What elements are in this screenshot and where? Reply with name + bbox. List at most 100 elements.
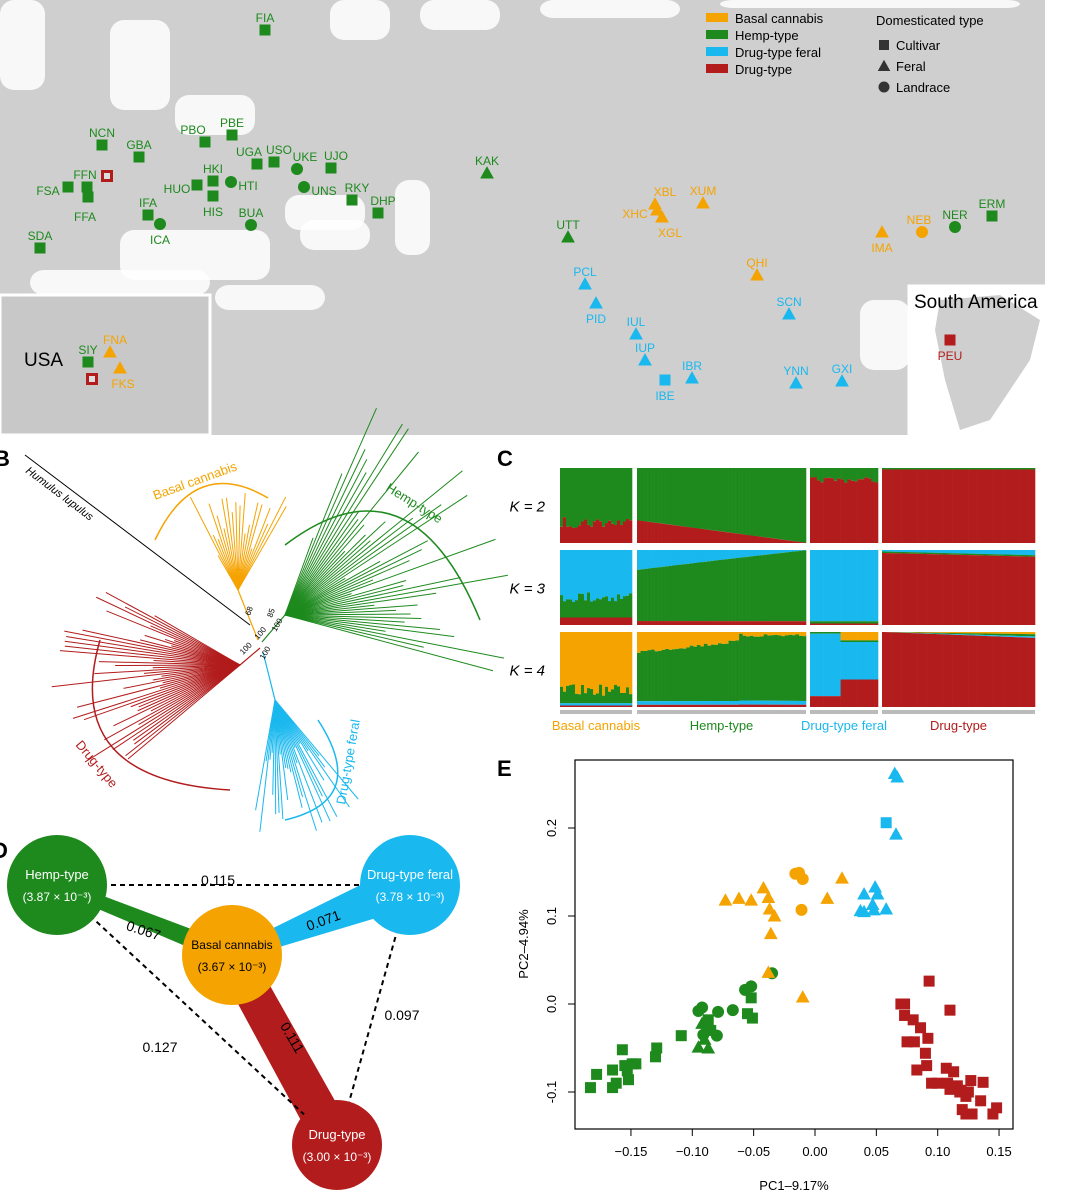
ancestry-bar-segment — [993, 555, 998, 625]
ancestry-bar-segment — [566, 685, 570, 704]
ancestry-bar-segment — [816, 623, 821, 625]
ancestry-bar-segment — [732, 468, 736, 534]
site-label-bua: BUA — [239, 206, 264, 220]
ancestry-bar-segment — [971, 550, 975, 554]
ancestry-bar-segment — [593, 703, 597, 706]
ancestry-bar-segment — [867, 478, 872, 543]
ancestry-bar-segment — [710, 560, 715, 622]
ancestry-bar-segment — [665, 701, 669, 705]
pca-scatter: −0.15 −0.10 −0.05 0.00 0.05 0.10 0.15-0.10.00.… — [516, 759, 1014, 1193]
site-marker-siy — [82, 356, 94, 368]
ancestry-bar-segment — [1012, 468, 1017, 470]
ancestry-bar-segment — [654, 522, 659, 543]
legend-circle-icon — [878, 81, 890, 93]
site-marker-peu — [944, 334, 956, 346]
ancestry-bar-segment — [679, 701, 684, 705]
ancestry-bar-segment — [689, 704, 694, 707]
ancestry-bar-segment — [1028, 468, 1033, 470]
south-america-inset-label: South America — [914, 292, 1038, 313]
ancestry-bar-segment — [1009, 469, 1013, 543]
ancestry-bar-segment — [840, 468, 845, 480]
ancestry-bar-segment — [640, 550, 645, 570]
basal-clade-branch — [237, 502, 259, 591]
ancestry-bar-segment — [623, 596, 627, 618]
ancestry-bar-segment — [901, 632, 905, 707]
ancestry-bar-segment — [1022, 469, 1026, 543]
ancestry-bar-segment — [617, 617, 621, 625]
ancestry-bar-segment — [714, 644, 719, 702]
ancestry-bar-segment — [917, 632, 921, 634]
ancestry-bar-segment — [823, 623, 828, 625]
ancestry-bar-segment — [974, 633, 978, 635]
ancestry-bar-segment — [696, 632, 701, 646]
x-tick-label: 0.10 — [925, 1144, 950, 1159]
pca-point-basal-triangle — [732, 891, 746, 904]
ancestry-bar-segment — [1006, 636, 1010, 707]
ancestry-bar-segment — [637, 468, 641, 521]
ancestry-bar-segment — [584, 705, 588, 707]
node-value-basal: (3.67 × 10⁻³) — [198, 960, 267, 974]
ancestry-bar-segment — [584, 617, 588, 625]
ancestry-bar-segment — [833, 550, 838, 622]
node-feral — [360, 835, 460, 935]
ancestry-bar-segment — [795, 550, 800, 552]
ancestry-bar-segment — [668, 524, 673, 543]
ancestry-bar-segment — [840, 623, 845, 625]
ancestry-bar-segment — [955, 633, 959, 635]
ancestry-bar-segment — [810, 621, 814, 624]
ancestry-bar-segment — [696, 550, 701, 563]
ancestry-bar-segment — [850, 679, 855, 707]
ancestry-bar-segment — [904, 553, 908, 625]
ancestry-bar-segment — [816, 632, 821, 634]
ancestry-bar-segment — [682, 468, 687, 527]
ancestry-bar-segment — [897, 550, 902, 552]
ancestry-bar-segment — [742, 534, 747, 543]
ancestry-bar-segment — [767, 621, 772, 625]
site-marker-ner — [949, 221, 961, 233]
drug-clade-branch — [59, 650, 241, 666]
ancestry-bar-segment — [599, 632, 603, 685]
usa-inset — [0, 293, 212, 437]
sea-area — [420, 0, 500, 30]
ancestry-bar-segment — [781, 621, 786, 625]
ancestry-bar-segment — [756, 555, 761, 622]
ancestry-bar-segment — [668, 632, 673, 650]
ancestry-bar-segment — [672, 704, 677, 707]
ancestry-bar-segment — [763, 700, 768, 705]
hemp-clade-branch — [284, 449, 366, 616]
site-label-fia: FIA — [256, 11, 275, 25]
ancestry-bar-segment — [942, 633, 947, 635]
ancestry-bar-segment — [971, 634, 975, 636]
ancestry-bar-segment — [788, 704, 793, 707]
hemp-clade-branch — [284, 494, 468, 616]
ancestry-bar-segment — [894, 469, 899, 543]
ancestry-bar-segment — [644, 621, 648, 625]
ancestry-bar-segment — [901, 550, 905, 552]
site-label-gxi: GXI — [832, 362, 853, 376]
ancestry-bar-segment — [920, 550, 924, 553]
ancestry-bar-segment — [999, 632, 1004, 634]
ancestry-bar-segment — [891, 550, 896, 552]
pca-point-feral-triangle — [879, 902, 894, 915]
ancestry-bar-segment — [739, 633, 743, 701]
site-marker-qhi — [750, 268, 764, 281]
ancestry-bar-segment — [1025, 468, 1029, 470]
ancestry-bar-segment — [620, 705, 624, 707]
ancestry-bar-segment — [830, 621, 835, 624]
ancestry-bar-segment — [770, 553, 775, 622]
ancestry-bar-segment — [672, 621, 677, 625]
ancestry-bar-segment — [566, 617, 570, 625]
ancestry-bar-segment — [984, 635, 988, 636]
ancestry-bar-segment — [823, 468, 828, 479]
ancestry-bar-segment — [584, 703, 588, 706]
ancestry-bar-segment — [721, 559, 726, 622]
ancestry-bar-segment — [974, 553, 978, 556]
ancestry-bar-segment — [668, 704, 673, 707]
ancestry-bar-segment — [777, 635, 782, 701]
ancestry-bar-segment — [788, 468, 793, 541]
ancestry-bar-segment — [774, 700, 779, 705]
sea-area — [30, 270, 210, 295]
ancestry-bar-segment — [833, 623, 838, 625]
ancestry-bar-segment — [572, 705, 576, 707]
ancestry-bar-segment — [795, 621, 800, 625]
